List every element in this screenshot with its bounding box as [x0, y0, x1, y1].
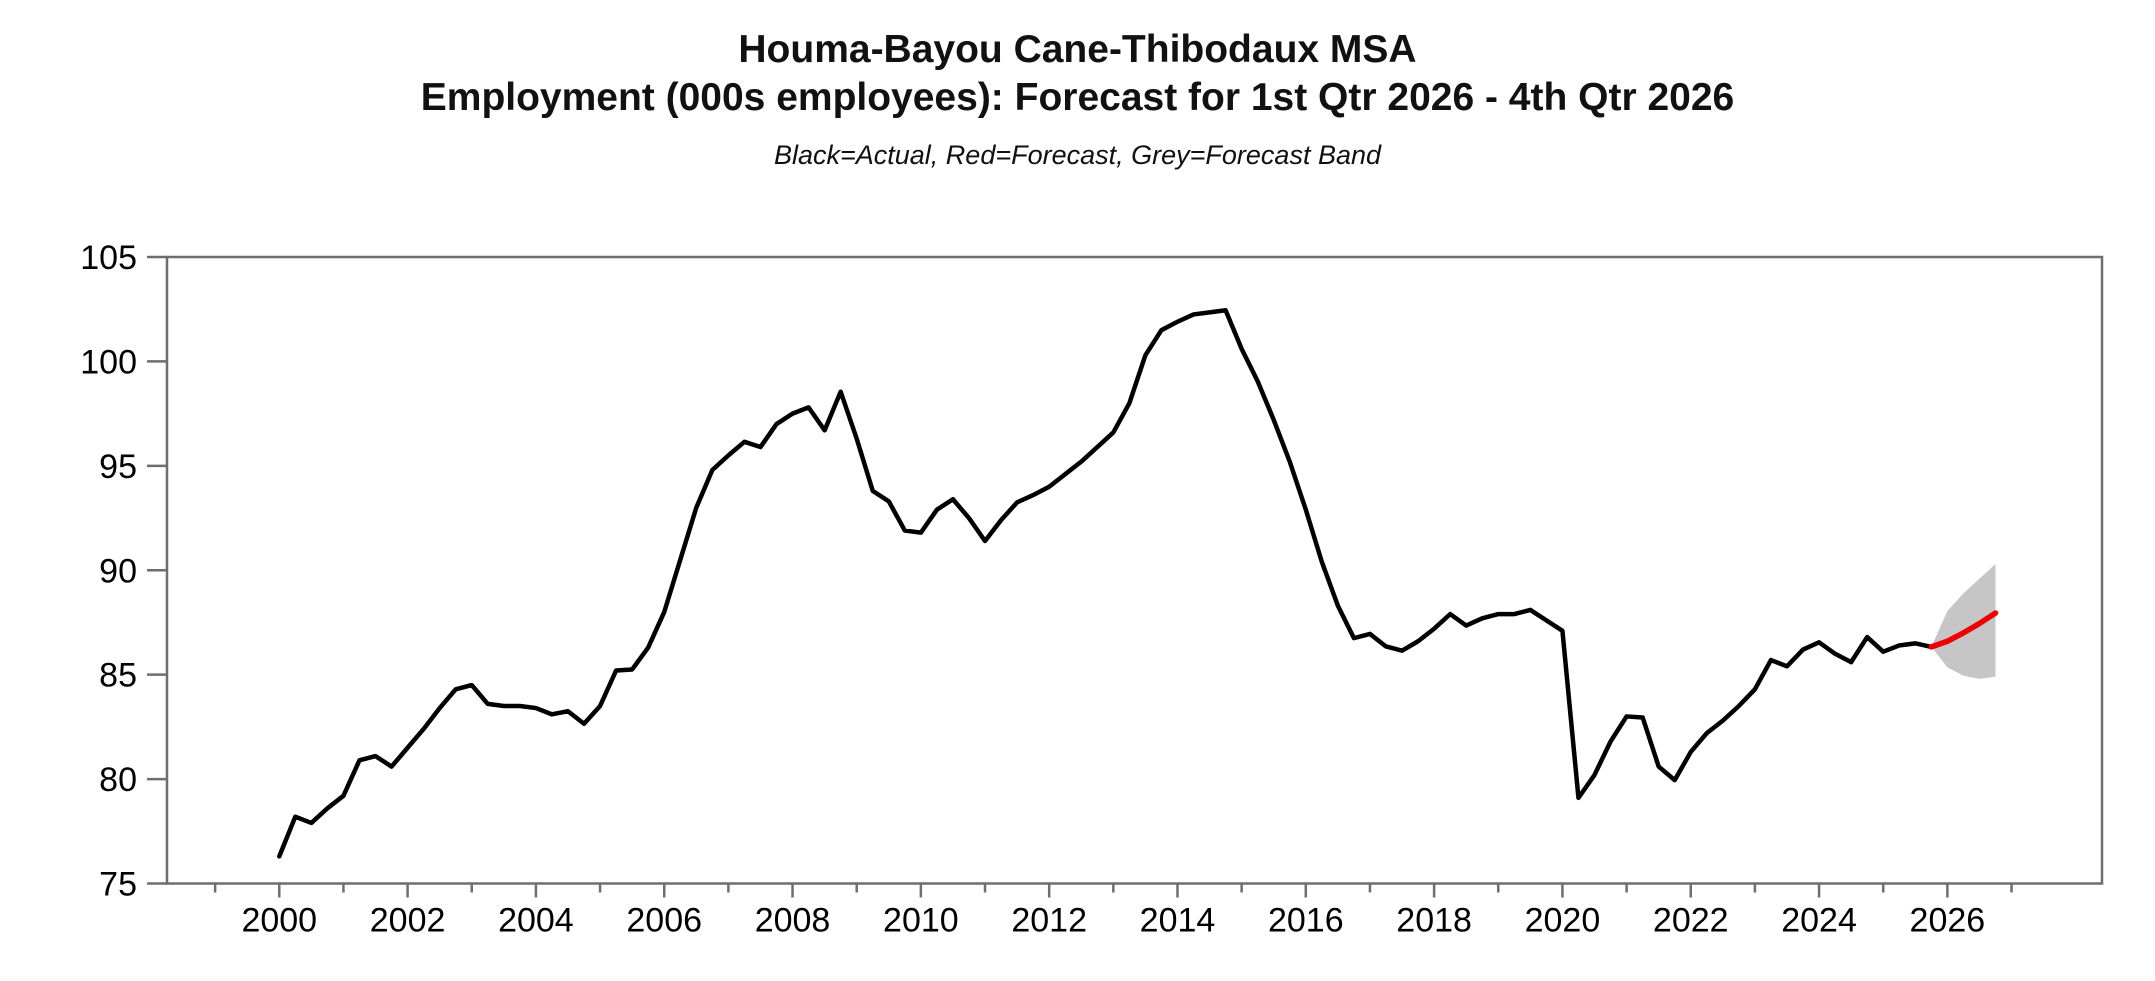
x-axis-tick-label: 2006	[626, 902, 702, 940]
y-axis-tick-label: 105	[80, 239, 137, 277]
y-axis-tick-label: 95	[99, 448, 137, 486]
y-axis-tick-label: 85	[99, 657, 137, 695]
forecast-band	[1931, 563, 1996, 679]
x-axis-tick-label: 2014	[1140, 902, 1216, 940]
chart-title-line2: Employment (000s employees): Forecast fo…	[420, 76, 1735, 119]
y-axis-tick-label: 90	[99, 552, 137, 590]
chart-title-line1: Houma-Bayou Cane-Thibodaux MSA	[738, 28, 1417, 71]
x-axis-tick-label: 2016	[1268, 902, 1344, 940]
chart-legend-note: Black=Actual, Red=Forecast, Grey=Forecas…	[773, 140, 1382, 170]
x-axis-tick-label: 2012	[1011, 902, 1087, 940]
x-axis-tick-label: 2008	[755, 902, 831, 940]
chart-title: Houma-Bayou Cane-Thibodaux MSA Employmen…	[0, 26, 2155, 122]
y-axis-tick-label: 75	[99, 866, 137, 904]
y-axis-tick-label: 100	[80, 343, 137, 381]
plot-border	[165, 255, 2104, 885]
x-axis-tick-label: 2026	[1910, 902, 1986, 940]
x-axis-tick-label: 2018	[1396, 902, 1472, 940]
y-axis-tick-label: 80	[99, 761, 137, 799]
x-axis-tick-label: 2004	[498, 902, 574, 940]
x-axis-tick-label: 2000	[241, 902, 317, 940]
x-axis-tick-label: 2022	[1653, 902, 1729, 940]
x-axis-tick-label: 2002	[370, 902, 446, 940]
forecast-series-line	[1928, 610, 1999, 650]
x-axis-tick-label: 2020	[1525, 902, 1601, 940]
axes: 75 80 85 90 95 100 105 2000 2002 2004 2006 2008 2010…	[80, 239, 2013, 940]
x-axis-tick-label: 2010	[883, 902, 959, 940]
x-axis-tick-label: 2024	[1781, 902, 1857, 940]
actual-series-line	[277, 308, 1934, 859]
